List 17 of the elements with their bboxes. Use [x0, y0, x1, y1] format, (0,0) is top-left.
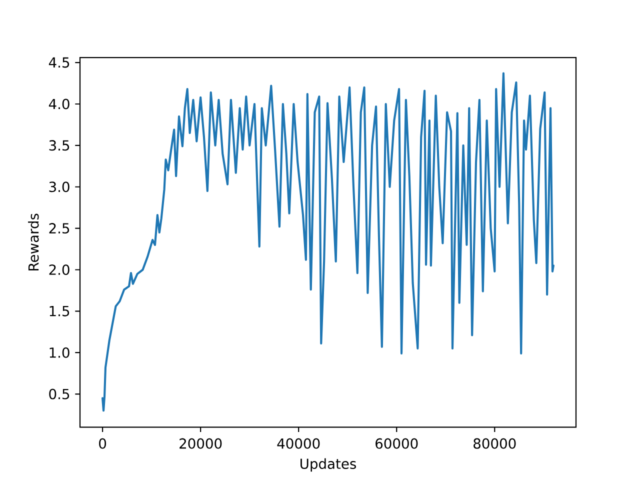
y-tick-label: 1.0	[50, 347, 70, 358]
x-tick-label: 20000	[180, 438, 222, 449]
y-tick-label: 0.5	[49, 388, 70, 400]
y-tick-label: 4.0	[48, 98, 70, 110]
x-tick-label: 0	[99, 438, 106, 449]
y-tick-label: 2.0	[49, 264, 70, 275]
x-axis-title: Updates	[300, 458, 356, 472]
x-tick-label: 40000	[277, 438, 320, 449]
x-tick-label: 60000	[376, 438, 418, 449]
line-series	[102, 72, 554, 412]
y-tick-label: 2.5	[49, 223, 70, 234]
y-axis-title: Rewards	[28, 214, 39, 270]
y-tick-label: 3.5	[49, 140, 70, 151]
y-tick-label: 3.0	[49, 182, 70, 192]
y-tick-label: 1.5	[50, 306, 70, 316]
x-tick-label: 80000	[474, 438, 516, 449]
y-tick-label: 4.5	[48, 57, 70, 68]
